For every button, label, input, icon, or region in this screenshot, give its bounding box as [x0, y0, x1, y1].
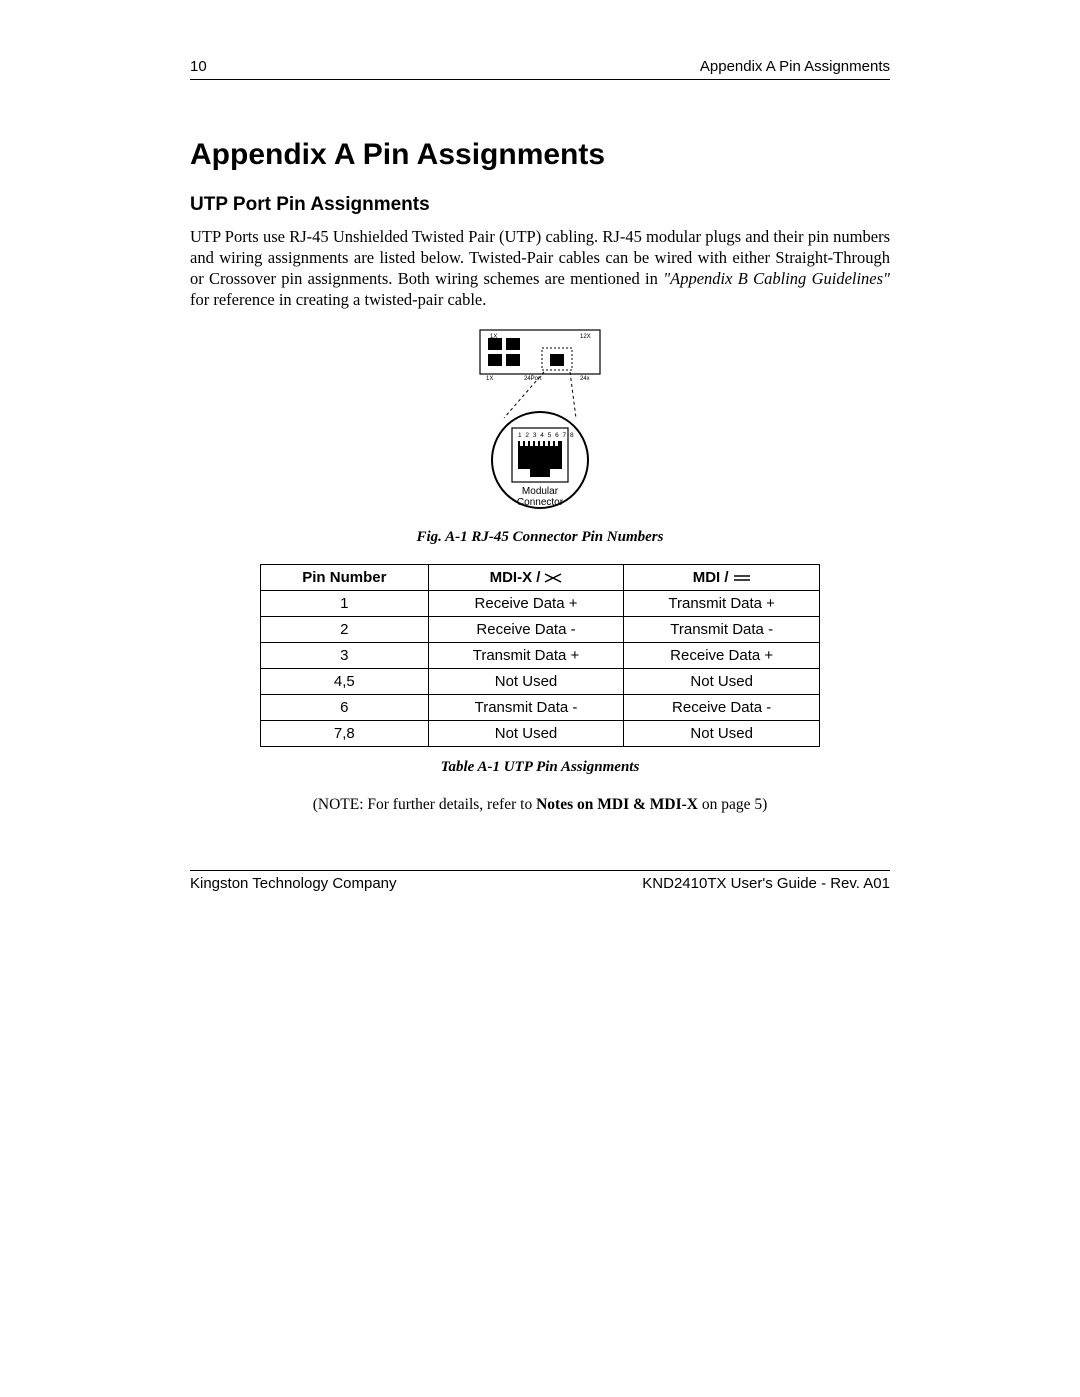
note-bold: Notes on MDI & MDI-X: [536, 796, 698, 813]
fig-label-top-right: 12X: [580, 334, 591, 340]
cell-mdi: Receive Data +: [624, 643, 820, 669]
body-paragraph: UTP Ports use RJ-45 Unshielded Twisted P…: [190, 226, 890, 310]
table-header-pin-number: Pin Number: [261, 565, 429, 591]
cell-mdix: Transmit Data -: [428, 695, 624, 721]
straight-through-icon: [733, 572, 751, 584]
fig-label-bottom-left: 1X: [486, 376, 493, 382]
footer-rule: [190, 870, 890, 871]
table-row: 3 Transmit Data + Receive Data +: [261, 643, 820, 669]
table-row: 2 Receive Data - Transmit Data -: [261, 617, 820, 643]
table-row: 7,8 Not Used Not Used: [261, 721, 820, 747]
body-text-post: for reference in creating a twisted-pair…: [190, 290, 486, 309]
table-caption: Table A-1 UTP Pin Assignments: [190, 759, 890, 776]
fig-label-bottom-right: 24x: [580, 376, 590, 382]
cell-mdix: Not Used: [428, 721, 624, 747]
page-footer: Kingston Technology Company KND2410TX Us…: [190, 875, 890, 892]
table-header-mdix: MDI-X /: [428, 565, 624, 591]
page-title: Appendix A Pin Assignments: [190, 138, 890, 172]
note-paragraph: (NOTE: For further details, refer to Not…: [190, 796, 890, 814]
table-row: 4,5 Not Used Not Used: [261, 669, 820, 695]
footer-right: KND2410TX User's Guide - Rev. A01: [642, 875, 890, 892]
fig-modular-label-1: Modular: [522, 486, 559, 497]
footer-left: Kingston Technology Company: [190, 875, 397, 892]
mdix-header-text: MDI-X /: [490, 569, 541, 586]
fig-pin-numbers: 1 2 3 4 5 6 7 8: [518, 432, 575, 439]
table-row: 6 Transmit Data - Receive Data -: [261, 695, 820, 721]
cell-mdi: Not Used: [624, 669, 820, 695]
body-text-italic: "Appendix B Cabling Guidelines": [663, 269, 890, 288]
table-body: 1 Receive Data + Transmit Data + 2 Recei…: [261, 591, 820, 747]
fig-modular-label-2: Connector: [517, 497, 564, 508]
table-header-row: Pin Number MDI-X / MDI /: [261, 565, 820, 591]
cell-mdi: Transmit Data -: [624, 617, 820, 643]
document-page: 10 Appendix A Pin Assignments Appendix A…: [190, 0, 890, 892]
table-header-mdi: MDI /: [624, 565, 820, 591]
cell-pin: 6: [261, 695, 429, 721]
page-header: 10 Appendix A Pin Assignments: [190, 58, 890, 80]
pin-assignments-table: Pin Number MDI-X / MDI /: [260, 564, 820, 747]
mdi-header-text: MDI /: [693, 569, 729, 586]
cell-mdi: Transmit Data +: [624, 591, 820, 617]
cell-pin: 7,8: [261, 721, 429, 747]
note-pre: (NOTE: For further details, refer to: [313, 796, 536, 813]
cell-mdix: Receive Data -: [428, 617, 624, 643]
page-number: 10: [190, 58, 207, 75]
note-post: on page 5): [698, 796, 767, 813]
figure-rj45: 1X 12X 1X 24Port 24x 1 2 3 4 5 6 7 8: [190, 324, 890, 519]
cell-mdix: Not Used: [428, 669, 624, 695]
table-row: 1 Receive Data + Transmit Data +: [261, 591, 820, 617]
cell-mdi: Receive Data -: [624, 695, 820, 721]
running-title: Appendix A Pin Assignments: [700, 58, 890, 75]
cell-mdix: Receive Data +: [428, 591, 624, 617]
cell-pin: 4,5: [261, 669, 429, 695]
figure-caption: Fig. A-1 RJ-45 Connector Pin Numbers: [190, 529, 890, 546]
rj45-connector-diagram-icon: 1X 12X 1X 24Port 24x 1 2 3 4 5 6 7 8: [440, 324, 640, 514]
cell-pin: 1: [261, 591, 429, 617]
cell-mdix: Transmit Data +: [428, 643, 624, 669]
crossover-icon: [544, 572, 562, 584]
cell-pin: 3: [261, 643, 429, 669]
section-subtitle: UTP Port Pin Assignments: [190, 194, 890, 216]
cell-pin: 2: [261, 617, 429, 643]
cell-mdi: Not Used: [624, 721, 820, 747]
